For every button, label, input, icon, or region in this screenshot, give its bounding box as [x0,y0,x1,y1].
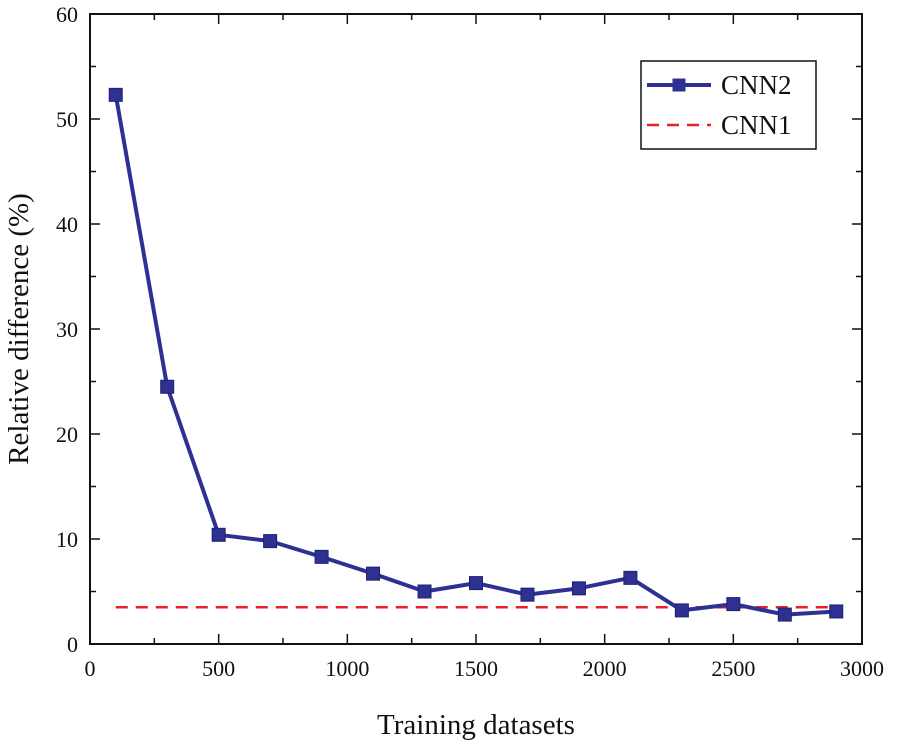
data-point-cnn2 [726,597,741,612]
legend-box [640,60,817,150]
legend-label-cnn1: CNN1 [721,110,792,140]
data-point-cnn2 [777,607,792,622]
data-point-cnn2 [366,566,381,581]
data-point-cnn2 [829,604,844,619]
data-point-cnn2 [571,581,586,596]
x-tick-label: 0 [85,656,96,681]
y-tick-label: 0 [67,632,78,657]
x-tick-label: 3000 [840,656,884,681]
data-point-cnn2 [674,603,689,618]
legend: CNN2 CNN1 [640,60,817,150]
data-point-cnn2 [314,549,329,564]
tick-labels: 0 500 1000 1500 2000 2500 3000 0 10 20 30 40 50 60 [56,2,884,681]
y-tick-label: 20 [56,422,78,447]
x-tick-label: 2500 [711,656,755,681]
x-tick-label: 2000 [583,656,627,681]
legend-label-cnn2: CNN2 [721,70,792,100]
data-point-cnn2 [160,379,175,394]
data-point-cnn2 [469,576,483,591]
x-tick-label: 1500 [454,656,498,681]
series-layer [108,87,844,622]
plot-frame [89,13,863,645]
legend-swatch-cnn2-marker [672,78,686,92]
data-point-cnn2 [108,87,123,102]
data-point-cnn2 [623,570,638,585]
y-tick-label: 10 [56,527,78,552]
x-tick-label: 1000 [325,656,369,681]
data-point-cnn2 [417,584,432,599]
y-axis-title: Relative difference (%) [3,193,35,465]
data-point-cnn2 [211,527,226,542]
y-tick-label: 60 [56,2,78,27]
data-point-cnn2 [520,587,535,602]
x-tick-label: 500 [202,656,235,681]
y-tick-label: 50 [56,107,78,132]
y-tick-label: 30 [56,317,78,342]
x-axis-title: Training datasets [377,709,575,741]
y-tick-label: 40 [56,212,78,237]
data-point-cnn2 [263,534,278,549]
